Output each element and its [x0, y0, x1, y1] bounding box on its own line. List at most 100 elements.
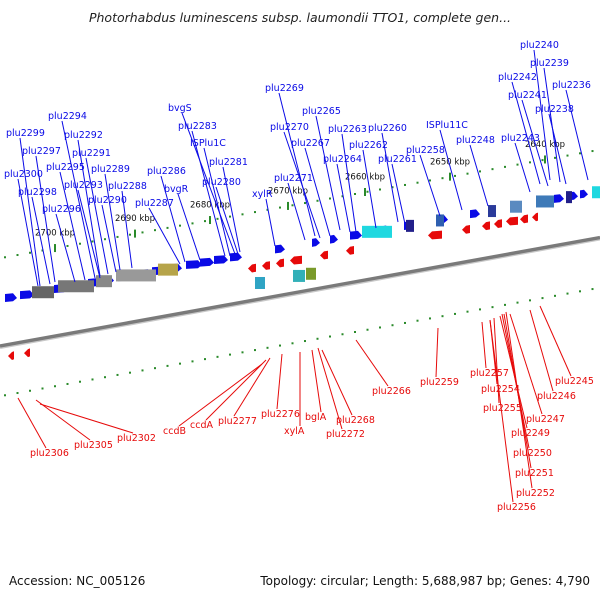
tick-dot — [354, 192, 356, 195]
map-title: Photorhabdus luminescens subsp. laumondi… — [88, 10, 512, 25]
tick-dot — [341, 195, 344, 198]
kbp-label: 2700 kbp — [35, 229, 75, 239]
tick-dot — [304, 202, 306, 205]
tick-dot — [316, 199, 319, 202]
forward-leader-line — [61, 120, 96, 279]
tick-dot — [391, 186, 394, 189]
tick-dot — [216, 355, 219, 358]
reverse-gene-label: plu2302 — [117, 433, 156, 444]
feature-box — [255, 276, 265, 289]
feature-box — [592, 186, 600, 199]
tick-dot — [154, 367, 156, 370]
reverse-gene-label: plu2259 — [420, 377, 459, 388]
reverse-gene-arrow — [428, 230, 442, 240]
tick-dot — [366, 328, 369, 331]
forward-gene-arrow — [186, 260, 202, 269]
tick-dot — [179, 224, 181, 227]
reverse-leader-line — [529, 309, 554, 392]
tick-dot — [479, 308, 481, 311]
tick-dot — [291, 204, 294, 207]
forward-leader-line — [419, 154, 441, 217]
reverse-leader-line — [355, 339, 389, 387]
tick-dot — [91, 378, 94, 381]
reverse-gene-label: plu2254 — [481, 384, 520, 395]
forward-gene-label: plu2258 — [406, 145, 445, 156]
forward-gene-label: plu2269 — [265, 83, 304, 94]
feature-box — [306, 267, 316, 280]
tick-dot — [566, 154, 569, 157]
tick-dot — [141, 231, 144, 234]
feature-box — [436, 214, 444, 227]
reverse-leader-line — [317, 347, 343, 430]
forward-gene-label: plu2299 — [6, 128, 45, 139]
reverse-leader-line — [205, 359, 267, 421]
forward-gene-arrow — [580, 189, 588, 199]
tick-dot — [129, 233, 131, 236]
reverse-gene-arrow — [320, 250, 328, 260]
reverse-leader-line — [539, 305, 572, 377]
forward-leader-line — [548, 113, 567, 185]
reverse-gene-label: ccdA — [190, 420, 213, 431]
forward-gene-label: plu2261 — [378, 154, 417, 165]
tick-dot — [316, 337, 319, 340]
tick-dot — [79, 242, 81, 245]
tick-dot — [279, 206, 281, 209]
tick-dot — [391, 324, 394, 327]
forward-leader-line — [177, 193, 201, 261]
tick-dot — [466, 172, 469, 175]
reverse-gene-label: plu2306 — [30, 448, 69, 459]
forward-leader-line — [77, 139, 101, 277]
feature-box — [96, 275, 112, 288]
forward-leader-line — [283, 131, 321, 239]
forward-gene-label: plu2241 — [508, 90, 547, 101]
forward-gene-label: plu2270 — [270, 122, 309, 133]
kbp-label: 2660 kbp — [345, 173, 385, 183]
tick-dot — [91, 240, 94, 243]
forward-gene-label: plu2289 — [91, 164, 130, 175]
reverse-leader-line — [481, 321, 487, 369]
reverse-gene-label: plu2266 — [372, 386, 411, 397]
tick-dot — [104, 376, 106, 379]
reverse-leader-line — [39, 403, 134, 434]
forward-gene-label: plu2288 — [108, 181, 147, 192]
forward-leader-line — [101, 204, 117, 273]
forward-gene-label: plu2238 — [535, 104, 574, 115]
tick-dot — [254, 349, 256, 352]
reverse-gene-label: plu2246 — [537, 391, 576, 402]
reverse-gene-label: plu2277 — [218, 416, 257, 427]
tick-dot — [204, 220, 206, 223]
tick-dot — [166, 364, 169, 367]
reverse-gene-arrow — [8, 351, 14, 361]
forward-gene-arrow — [275, 244, 285, 254]
forward-gene-label: plu2243 — [501, 133, 540, 144]
reverse-leader-line — [178, 363, 263, 427]
forward-leader-line — [278, 92, 316, 237]
tick-dot — [366, 190, 369, 193]
tick-dot — [404, 183, 406, 186]
reverse-gene-label: plu2249 — [511, 428, 550, 439]
forward-leader-line — [439, 129, 463, 211]
feature-box — [406, 219, 414, 232]
forward-gene-arrow — [330, 234, 338, 244]
forward-gene-label: plu2267 — [291, 138, 330, 149]
forward-gene-label: plu2296 — [42, 204, 81, 215]
reverse-gene-arrow — [462, 225, 470, 234]
forward-gene-label: plu2242 — [498, 72, 537, 83]
forward-gene-arrow — [5, 293, 17, 303]
forward-leader-line — [391, 163, 406, 225]
forward-gene-label: plu2295 — [46, 162, 85, 173]
forward-leader-line — [55, 213, 76, 283]
tick-dot — [291, 342, 294, 345]
tick-dot — [229, 215, 231, 218]
reverse-gene-label: plu2268 — [336, 415, 375, 426]
tick-dot — [241, 351, 244, 354]
forward-leader-line — [341, 133, 357, 233]
tick-dot — [179, 362, 181, 365]
forward-leader-line — [31, 196, 51, 285]
tick-dot — [591, 288, 594, 291]
reverse-gene-label: plu2256 — [497, 502, 536, 513]
forward-gene-label: bvgR — [164, 184, 189, 195]
reverse-gene-label: ccdB — [163, 426, 186, 437]
forward-leader-line — [160, 175, 186, 263]
